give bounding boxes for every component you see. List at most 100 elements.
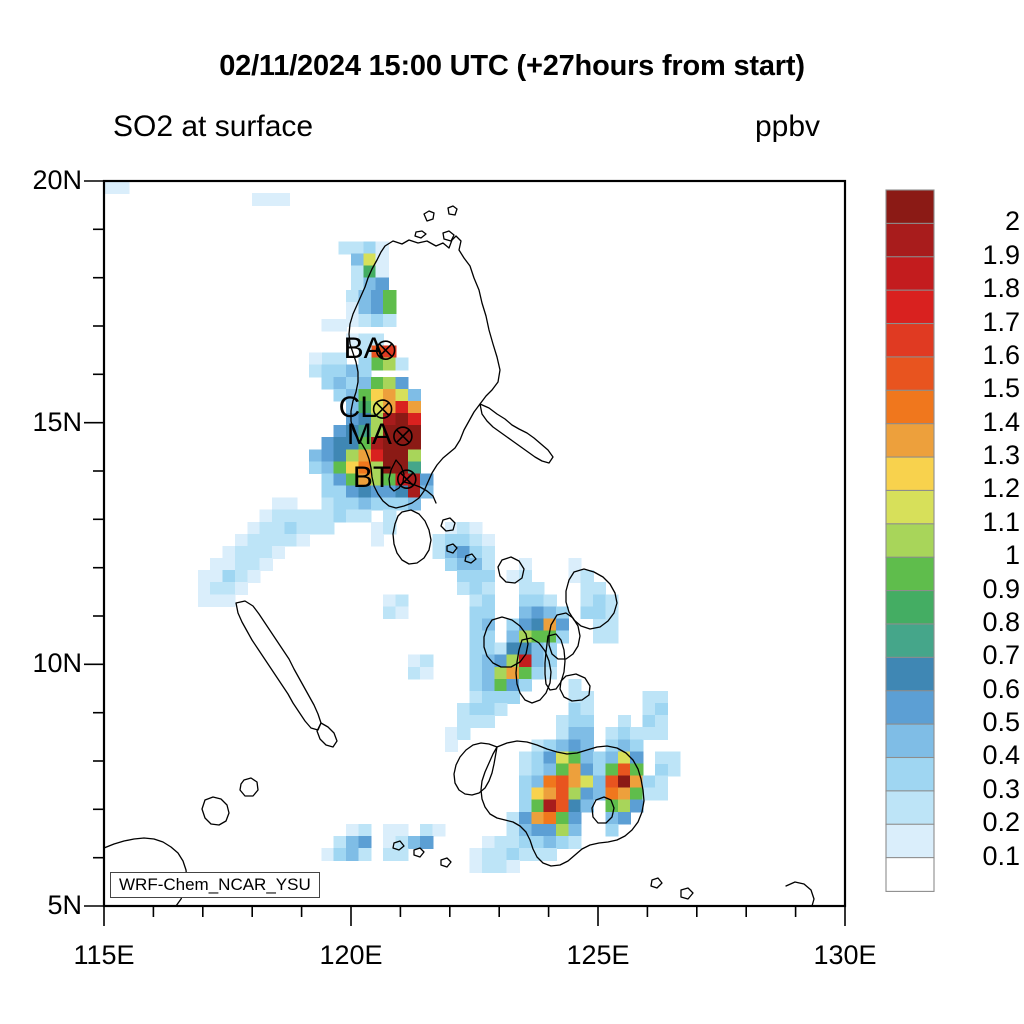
heatmap-cell xyxy=(370,461,384,475)
heatmap-cell xyxy=(370,313,384,327)
heatmap-cell xyxy=(395,449,409,463)
heatmap-cell xyxy=(309,509,323,523)
heatmap-cell xyxy=(321,521,335,535)
heatmap-cell xyxy=(222,545,236,559)
heatmap-cell xyxy=(568,703,582,716)
heatmap-cell xyxy=(247,545,261,559)
heatmap-cell xyxy=(506,570,520,583)
heatmap-cell xyxy=(321,497,335,511)
heatmap-cell xyxy=(580,799,594,813)
heatmap-cell xyxy=(271,533,286,547)
heatmap-cell xyxy=(395,357,409,371)
heatmap-cell xyxy=(630,739,644,753)
heatmap-cell xyxy=(333,848,347,861)
colorbar-tick-label: 1.6 xyxy=(982,339,1020,370)
heatmap-cell xyxy=(284,497,298,511)
heatmap-cell xyxy=(481,654,496,668)
heatmap-cell xyxy=(210,558,224,571)
heatmap-cell xyxy=(457,558,471,571)
colorbar-tick-label: 0.1 xyxy=(982,840,1020,871)
heatmap-cell xyxy=(407,666,421,680)
heatmap-cell xyxy=(531,666,545,680)
heatmap-cell xyxy=(605,606,619,620)
heatmap-cell xyxy=(383,289,397,303)
heatmap-cell xyxy=(247,521,261,535)
heatmap-cell xyxy=(333,497,347,511)
heatmap-cell xyxy=(197,582,212,596)
heatmap-cell xyxy=(358,364,372,378)
heatmap-cell xyxy=(605,787,619,801)
heatmap-cell xyxy=(370,376,384,390)
heatmap-cell xyxy=(370,413,384,426)
heatmap-cell xyxy=(543,823,557,837)
heatmap-cell xyxy=(444,727,459,741)
heatmap-cell xyxy=(494,666,508,680)
heatmap-cell xyxy=(469,666,483,680)
heatmap-cell xyxy=(568,727,582,741)
station-marker-ba[interactable] xyxy=(375,340,396,361)
station-marker-cl[interactable] xyxy=(372,399,393,419)
heatmap-cell xyxy=(346,301,360,315)
heatmap-cell xyxy=(395,594,409,608)
heatmap-cell xyxy=(605,823,619,837)
station-label-bt: BT xyxy=(352,461,392,495)
heatmap-cell xyxy=(518,799,533,813)
heatmap-cell xyxy=(543,594,557,608)
heatmap-cell xyxy=(271,497,286,511)
heatmap-cell xyxy=(543,775,557,789)
heatmap-cell xyxy=(494,690,508,704)
heatmap-cell xyxy=(654,751,668,765)
heatmap-cell xyxy=(333,835,347,849)
heatmap-cell xyxy=(531,618,545,632)
heatmap-cell xyxy=(358,400,372,414)
heatmap-cell xyxy=(568,690,582,704)
heatmap-cell xyxy=(247,570,261,583)
heatmap-cell xyxy=(531,606,545,620)
heatmap-cell xyxy=(494,642,508,656)
heatmap-cell xyxy=(642,690,656,704)
heatmap-cell xyxy=(531,642,545,656)
station-markers xyxy=(372,340,417,490)
heatmap-cell xyxy=(457,533,471,547)
heatmap-cell xyxy=(593,618,607,632)
heatmap-cell xyxy=(321,461,335,475)
circle-x-icon-stroke xyxy=(375,402,390,417)
heatmap-cell xyxy=(568,763,582,777)
colorbar-tick-label: 1.7 xyxy=(982,306,1020,337)
heatmap-cell xyxy=(346,835,360,849)
station-marker-ma[interactable] xyxy=(393,426,413,447)
station-marker-bt[interactable] xyxy=(396,469,417,490)
heatmap-cell xyxy=(276,193,291,206)
heatmap-cell xyxy=(617,787,631,801)
heatmap-cell xyxy=(259,533,273,547)
heatmap-cell xyxy=(556,775,570,789)
heatmap-cell xyxy=(531,594,545,608)
heatmap-cell xyxy=(351,265,365,279)
heatmap-cell xyxy=(593,582,607,596)
heatmap-cell xyxy=(259,545,273,559)
heatmap-cell xyxy=(321,473,335,487)
heatmap-cell xyxy=(247,533,261,547)
heatmap-cell xyxy=(531,654,545,668)
heatmap-cell xyxy=(383,313,397,327)
heatmap-cell xyxy=(654,763,668,777)
heatmap-cell xyxy=(333,376,347,390)
heatmap-cell xyxy=(222,582,236,596)
heatmap-cell xyxy=(469,690,483,704)
heatmap-cell xyxy=(543,666,557,680)
colorbar-tick-label: 0.4 xyxy=(982,740,1020,771)
heatmap-cell xyxy=(469,570,483,583)
heatmap-cell xyxy=(407,461,421,475)
heatmap-cell xyxy=(568,799,582,813)
heatmap-cell xyxy=(494,703,508,716)
heatmap-cell xyxy=(358,823,372,837)
heatmap-cell xyxy=(338,241,352,255)
heatmap-cell xyxy=(383,357,397,371)
heatmap-cell xyxy=(383,413,397,426)
heatmap-cell xyxy=(494,835,508,849)
model-annotation: WRF-Chem_NCAR_YSU xyxy=(110,872,320,898)
axes xyxy=(84,179,847,926)
heatmap-cell xyxy=(593,606,607,620)
heatmap-cell xyxy=(407,449,421,463)
heatmap-cell xyxy=(518,787,533,801)
